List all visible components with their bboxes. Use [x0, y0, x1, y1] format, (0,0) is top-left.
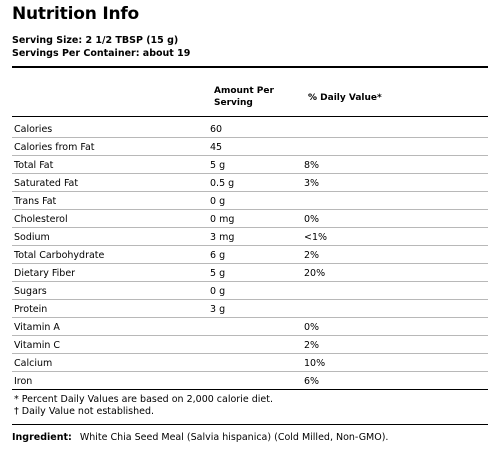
nutrient-daily-value: 10%	[304, 358, 326, 369]
table-row: Cholesterol 0 mg 0%	[12, 210, 488, 228]
nutrient-daily-value: 6%	[304, 376, 320, 387]
amount-header-line1: Amount Per	[214, 86, 274, 96]
daily-value-header: % Daily Value*	[308, 93, 382, 103]
table-row: Calories from Fat 45	[12, 138, 488, 156]
table-row: Trans Fat 0 g	[12, 192, 488, 210]
nutrient-daily-value: 2%	[304, 340, 320, 351]
nutrient-amount: 0 mg	[210, 214, 235, 225]
nutrient-daily-value: 0%	[304, 322, 320, 333]
nutrient-amount: 6 g	[210, 250, 226, 261]
page-title: Nutrition Info	[12, 4, 140, 24]
nutrient-name: Sugars	[14, 286, 47, 297]
serving-size: Serving Size: 2 1/2 TBSP (15 g)	[12, 35, 179, 46]
nutrient-name: Vitamin A	[14, 322, 60, 333]
table-row: Vitamin A 0%	[12, 318, 488, 336]
nutrient-name: Trans Fat	[14, 196, 57, 207]
nutrient-name: Iron	[14, 376, 33, 387]
nutrient-name: Saturated Fat	[14, 178, 79, 189]
nutrient-name: Dietary Fiber	[14, 268, 76, 279]
serving-info: Serving Size: 2 1/2 TBSP (15 g) Servings…	[12, 34, 190, 60]
nutrient-name: Protein	[14, 304, 48, 315]
nutrient-daily-value: 20%	[304, 268, 326, 279]
nutrient-daily-value: 0%	[304, 214, 320, 225]
table-row: Calories 60	[12, 120, 488, 138]
footnotes: * Percent Daily Values are based on 2,00…	[14, 394, 273, 418]
header-divider	[12, 116, 488, 117]
nutrient-amount: 3 g	[210, 304, 226, 315]
percent-daily-value-note: * Percent Daily Values are based on 2,00…	[14, 394, 273, 405]
nutrient-name: Calories from Fat	[14, 142, 95, 153]
nutrient-name: Calories	[14, 124, 53, 135]
table-row: Saturated Fat 0.5 g 3%	[12, 174, 488, 192]
table-end-divider	[12, 389, 488, 390]
servings-per-container: Servings Per Container: about 19	[12, 48, 191, 59]
table-row: Dietary Fiber 5 g 20%	[12, 264, 488, 282]
daily-value-not-established-note: † Daily Value not established.	[14, 406, 155, 417]
table-row: Sugars 0 g	[12, 282, 488, 300]
ingredient-line: Ingredient: White Chia Seed Meal (Salvia …	[12, 432, 388, 443]
nutrient-daily-value: <1%	[304, 232, 328, 243]
footnote-divider	[12, 424, 488, 425]
nutrient-name: Vitamin C	[14, 340, 61, 351]
nutrient-name: Total Carbohydrate	[14, 250, 105, 261]
nutrient-name: Calcium	[14, 358, 53, 369]
table-row: Iron 6%	[12, 372, 488, 390]
ingredient-label: Ingredient:	[12, 432, 72, 443]
nutrient-name: Total Fat	[14, 160, 54, 171]
nutrient-daily-value: 8%	[304, 160, 320, 171]
nutrient-amount: 60	[210, 124, 223, 135]
nutrient-daily-value: 3%	[304, 178, 320, 189]
table-row: Total Carbohydrate 6 g 2%	[12, 246, 488, 264]
nutrient-name: Sodium	[14, 232, 50, 243]
nutrient-amount: 5 g	[210, 268, 226, 279]
nutrient-amount: 0 g	[210, 196, 226, 207]
nutrient-amount: 45	[210, 142, 223, 153]
table-row: Protein 3 g	[12, 300, 488, 318]
nutrition-table: Calories 60 Calories from Fat 45 Total Fat 5 …	[12, 120, 488, 390]
nutrient-name: Cholesterol	[14, 214, 68, 225]
table-row: Sodium 3 mg <1%	[12, 228, 488, 246]
nutrient-amount: 3 mg	[210, 232, 235, 243]
table-row: Vitamin C 2%	[12, 336, 488, 354]
nutrient-amount: 0 g	[210, 286, 226, 297]
ingredient-text: White Chia Seed Meal (Salvia hispanica) …	[79, 432, 389, 443]
amount-header-line2: Serving	[214, 98, 253, 108]
table-row: Total Fat 5 g 8%	[12, 156, 488, 174]
nutrient-daily-value: 2%	[304, 250, 320, 261]
table-row: Calcium 10%	[12, 354, 488, 372]
heavy-divider	[12, 66, 488, 68]
nutrient-amount: 0.5 g	[210, 178, 235, 189]
amount-per-serving-header: Amount Per Serving	[214, 85, 274, 109]
nutrient-amount: 5 g	[210, 160, 226, 171]
